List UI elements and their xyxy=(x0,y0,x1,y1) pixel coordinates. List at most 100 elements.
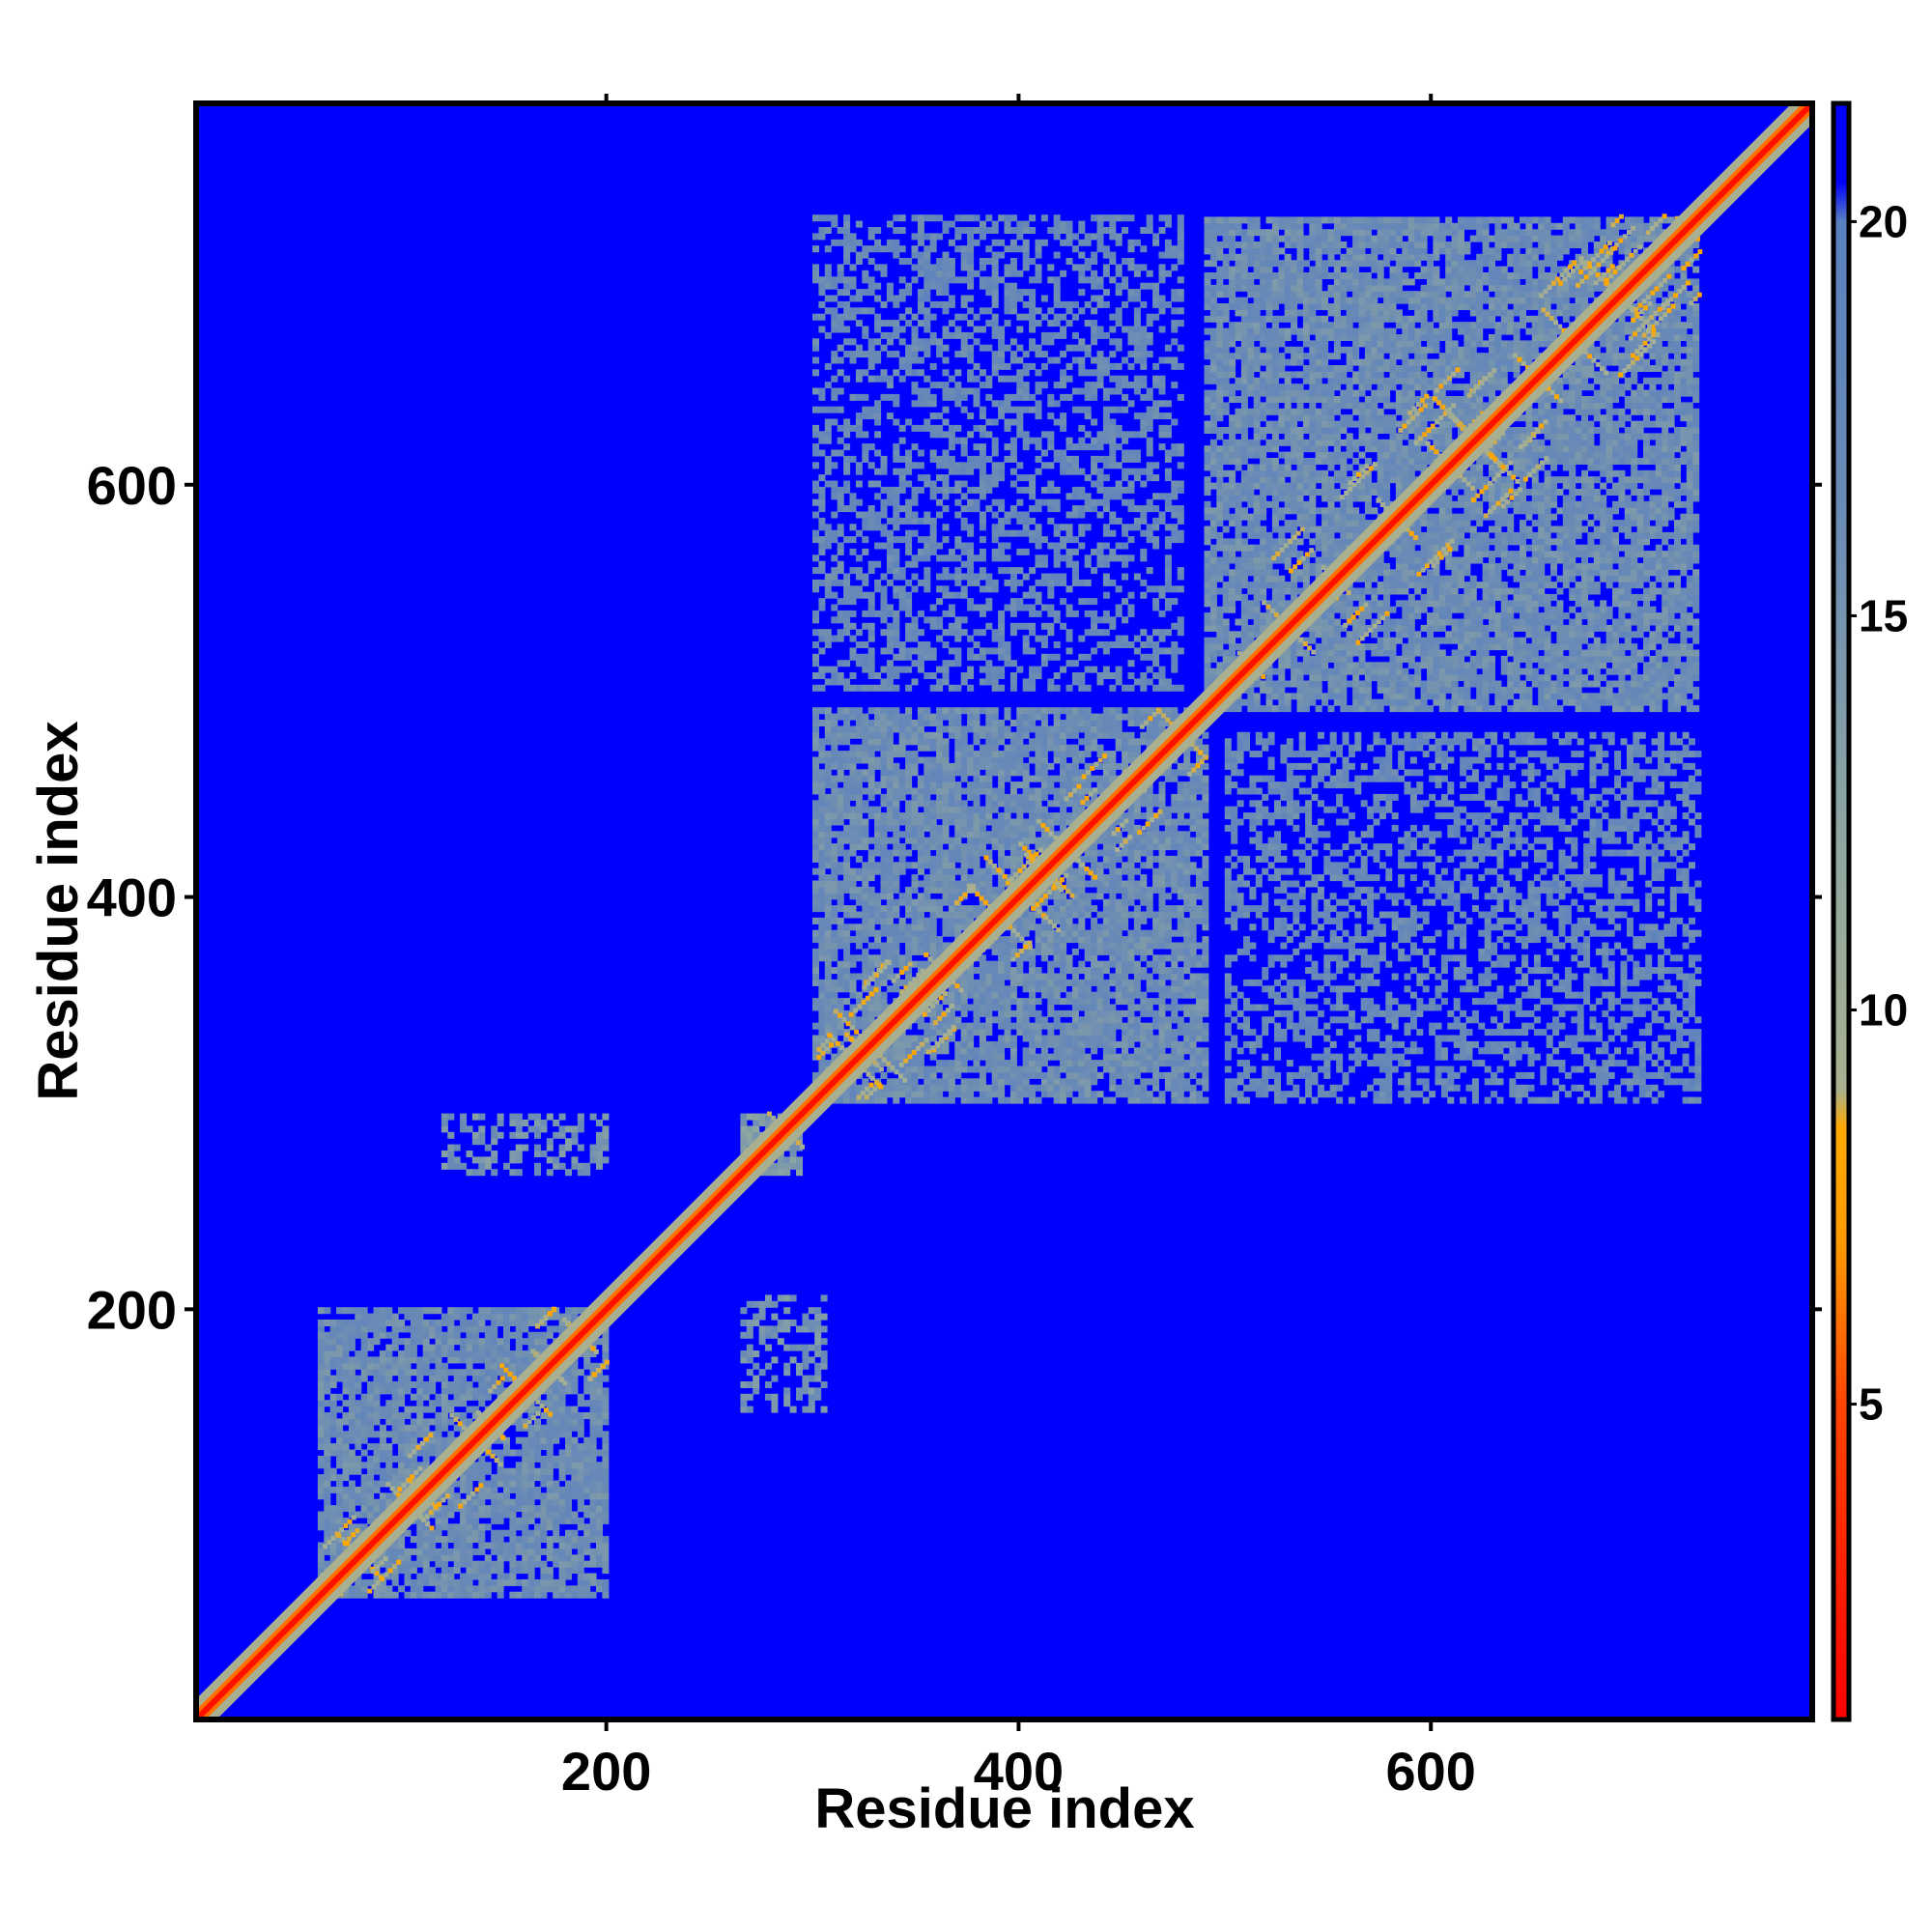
heat-cell xyxy=(1164,1078,1172,1086)
heat-cell xyxy=(991,985,999,993)
heat-cell xyxy=(936,862,944,869)
heat-cell xyxy=(998,762,1006,770)
heat-cell xyxy=(596,1486,603,1493)
heat-cell xyxy=(1091,1065,1098,1073)
heat-cell xyxy=(1158,787,1166,795)
heat-cell xyxy=(905,775,913,782)
heat-cell xyxy=(373,1591,381,1599)
heat-cell xyxy=(1158,1004,1166,1011)
heat-cell xyxy=(429,1331,437,1339)
heat-cell xyxy=(886,725,894,733)
heat-cell xyxy=(1127,862,1135,869)
heat-cell xyxy=(843,751,851,758)
heat-cell xyxy=(602,1560,610,1568)
heat-cell xyxy=(1146,824,1153,832)
heat-cell xyxy=(435,1400,442,1407)
heat-cell xyxy=(416,1573,424,1580)
heat-cell xyxy=(1029,1009,1037,1017)
heat-cell xyxy=(1022,831,1030,838)
heat-cell xyxy=(540,1492,548,1500)
heat-cell xyxy=(1084,744,1092,752)
heat-cell xyxy=(410,1418,417,1426)
heat-cell xyxy=(1071,973,1079,980)
heat-cell xyxy=(527,1548,535,1555)
heat-cell xyxy=(497,1560,504,1568)
heat-cell xyxy=(917,775,924,782)
heat-cell xyxy=(843,1009,851,1017)
heat-cell xyxy=(979,812,986,820)
heat-cell xyxy=(998,738,1006,746)
heat-cell xyxy=(923,1078,931,1086)
heat-cell xyxy=(583,1455,591,1463)
heat-cell xyxy=(867,898,875,906)
heat-cell xyxy=(824,979,832,986)
heat-cell xyxy=(342,1474,350,1482)
heat-cell xyxy=(849,880,857,888)
heat-cell xyxy=(466,1480,473,1488)
heat-cell xyxy=(466,1517,473,1524)
heat-cell xyxy=(1004,973,1011,980)
heat-cell xyxy=(886,769,894,777)
heat-cell xyxy=(1047,1040,1055,1048)
heat-cell xyxy=(973,731,980,739)
heat-cell xyxy=(905,886,913,894)
heat-cell xyxy=(812,886,819,894)
heat-cell xyxy=(596,1480,603,1488)
heat-cell xyxy=(367,1474,375,1482)
heat-cell xyxy=(1009,793,1017,801)
heat-cell xyxy=(360,1313,368,1321)
heat-cell xyxy=(905,905,913,913)
heat-cell xyxy=(960,1004,968,1011)
heat-cell xyxy=(855,720,863,726)
heat-cell xyxy=(942,769,950,777)
heat-cell xyxy=(979,880,986,888)
heat-cell xyxy=(898,731,906,739)
heat-cell xyxy=(1140,1053,1148,1061)
heat-cell xyxy=(1065,905,1073,913)
heat-cell xyxy=(862,731,869,739)
heat-cell xyxy=(979,1078,986,1086)
heat-cell xyxy=(1084,787,1092,795)
heat-cell xyxy=(862,867,869,875)
heat-cell xyxy=(812,979,819,986)
heat-cell xyxy=(1140,1078,1148,1086)
heat-cell xyxy=(1171,985,1179,993)
heat-cell xyxy=(1171,837,1179,844)
heat-cell xyxy=(911,886,919,894)
heat-cell xyxy=(348,1436,355,1444)
heat-cell xyxy=(867,744,875,752)
heat-cell xyxy=(571,1424,579,1432)
heat-cell xyxy=(942,775,950,782)
heat-cell xyxy=(471,1350,479,1357)
heat-cell xyxy=(898,713,906,721)
heat-cell xyxy=(373,1511,381,1519)
heat-cell xyxy=(1078,1091,1086,1098)
heat-cell xyxy=(466,1369,473,1377)
heat-cell xyxy=(1009,837,1017,844)
heat-cell xyxy=(1004,1096,1011,1104)
heat-cell xyxy=(917,849,924,857)
heat-cell xyxy=(410,1325,417,1333)
heat-cell xyxy=(1127,849,1135,857)
heat-cell xyxy=(360,1449,368,1457)
heat-cell xyxy=(849,824,857,832)
heat-cell xyxy=(1060,1022,1067,1030)
heat-cell xyxy=(1060,824,1067,832)
heat-cell xyxy=(862,806,869,813)
heat-cell xyxy=(867,1084,875,1092)
heat-cell xyxy=(929,769,937,777)
heat-cell xyxy=(1022,824,1030,832)
heat-cell xyxy=(880,855,888,863)
heat-cell xyxy=(1127,1060,1135,1067)
heat-cell xyxy=(824,1009,832,1017)
heat-cell xyxy=(837,862,844,869)
heat-cell xyxy=(1177,973,1184,980)
heat-cell xyxy=(880,874,888,882)
heat-cell xyxy=(893,985,900,993)
heat-cell xyxy=(460,1356,468,1364)
heat-cell xyxy=(862,744,869,752)
heat-cell xyxy=(1053,800,1061,808)
heat-cell xyxy=(1040,762,1048,770)
heat-cell xyxy=(849,843,857,851)
heat-cell xyxy=(404,1462,412,1469)
